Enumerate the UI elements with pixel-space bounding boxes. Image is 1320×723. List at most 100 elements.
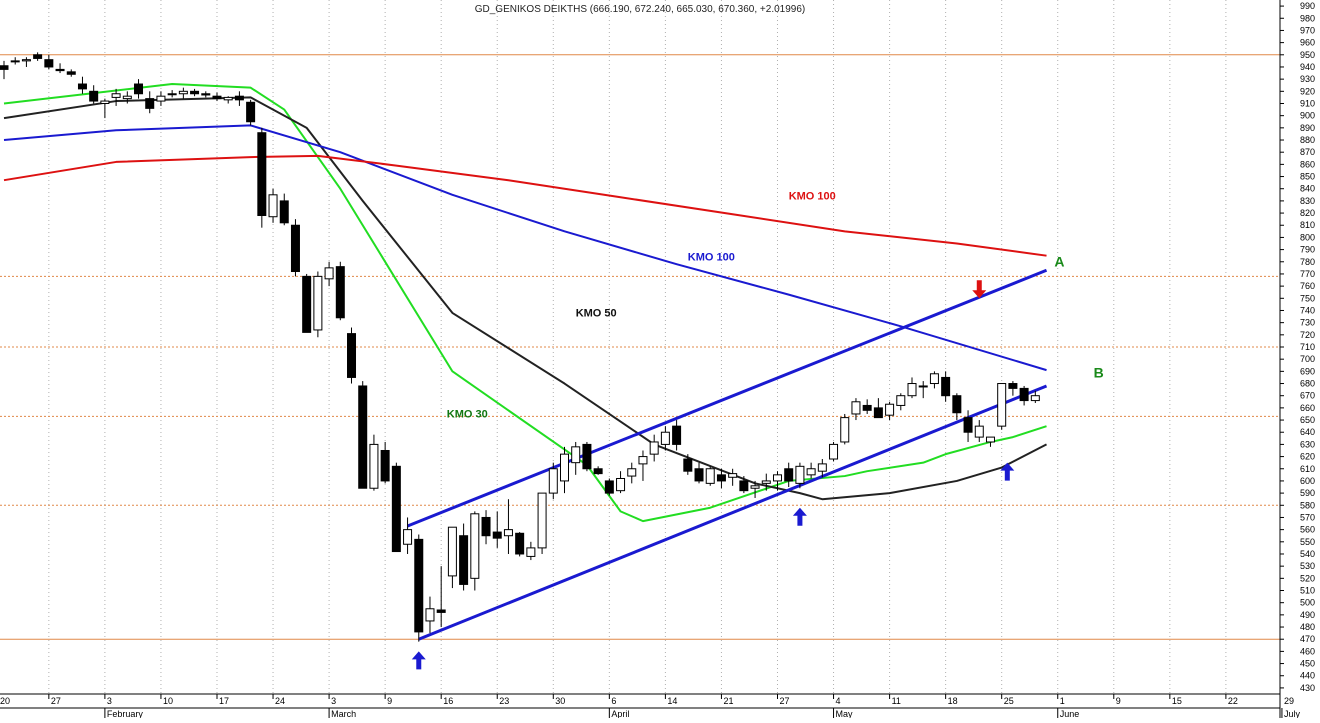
y-tick-label: 620: [1300, 452, 1315, 462]
candle-body: [862, 404, 872, 411]
candle-body: [55, 68, 65, 72]
y-tick-label: 600: [1300, 476, 1315, 486]
x-tick-label: 14: [667, 696, 677, 706]
candle: [403, 517, 413, 554]
candle-body: [257, 132, 267, 217]
candle-body: [167, 93, 177, 96]
y-tick-label: 830: [1300, 196, 1315, 206]
candle: [201, 91, 211, 98]
annotation-label: KMO 100: [789, 191, 836, 203]
series-line-kmo-30: [3, 83, 1047, 523]
candle: [974, 420, 984, 442]
candle: [391, 462, 401, 553]
candle-body: [795, 465, 805, 484]
candle: [0, 60, 9, 80]
candle-body: [313, 275, 323, 331]
candle: [929, 371, 939, 389]
x-tick-label: 20: [0, 696, 10, 706]
candle: [324, 261, 334, 287]
y-tick-label: 460: [1300, 646, 1315, 656]
candle: [896, 393, 906, 411]
candle: [77, 76, 87, 94]
candle: [111, 88, 121, 106]
y-tick-label: 500: [1300, 598, 1315, 608]
candle-body: [134, 83, 144, 95]
candle-body: [145, 98, 155, 109]
candle-body: [694, 468, 704, 482]
y-tick-label: 780: [1300, 257, 1315, 267]
candle-body: [974, 425, 984, 438]
chart-title: GD_GENIKOS DEIKTHS (666.190, 672.240, 66…: [475, 4, 806, 15]
y-tick-label: 550: [1300, 537, 1315, 547]
y-tick-label: 470: [1300, 634, 1315, 644]
candle: [122, 91, 132, 104]
candle: [380, 441, 390, 484]
candle: [997, 383, 1007, 430]
candle-body: [111, 93, 121, 98]
candle: [918, 381, 928, 399]
candle-body: [492, 531, 502, 539]
candle: [335, 261, 345, 321]
annotation-label: KMO 50: [576, 308, 617, 320]
candle: [414, 534, 424, 642]
candle-body: [515, 532, 525, 555]
candle: [1030, 390, 1040, 404]
candle-body: [582, 443, 592, 470]
candle-body: [10, 60, 20, 63]
month-label: March: [331, 709, 356, 718]
candle: [100, 98, 110, 119]
x-tick-label: 27: [51, 696, 61, 706]
candle: [481, 510, 491, 545]
candle: [728, 468, 738, 486]
candle: [369, 434, 379, 491]
x-tick-label: 1: [1060, 696, 1065, 706]
x-tick-label: 18: [948, 696, 958, 706]
y-tick-label: 660: [1300, 403, 1315, 413]
x-tick-label: 16: [443, 696, 453, 706]
candle: [963, 410, 973, 442]
candle: [290, 219, 300, 277]
candle: [627, 462, 637, 484]
candle: [750, 480, 760, 498]
y-tick-label: 670: [1300, 391, 1315, 401]
candle-body: [851, 401, 861, 415]
candle: [806, 462, 816, 479]
candle: [862, 399, 872, 414]
series-line-kmo-100: [3, 124, 1047, 372]
candle: [571, 441, 581, 475]
y-tick-label: 880: [1300, 135, 1315, 145]
y-tick-label: 860: [1300, 159, 1315, 169]
candle: [537, 492, 547, 554]
candle: [33, 52, 43, 61]
candle-body: [347, 333, 357, 378]
candle: [268, 188, 278, 223]
y-tick-label: 970: [1300, 25, 1315, 35]
y-tick-label: 540: [1300, 549, 1315, 559]
candle-body: [358, 385, 368, 489]
candle-body: [234, 95, 244, 101]
candle: [593, 466, 603, 475]
candle-body: [941, 376, 951, 397]
y-tick-label: 800: [1300, 232, 1315, 242]
candle: [761, 473, 771, 491]
candle-body: [907, 383, 917, 397]
candle-body: [436, 609, 446, 613]
candle-body: [571, 446, 581, 464]
candle-body: [369, 443, 379, 489]
candle: [795, 462, 805, 489]
y-tick-label: 790: [1300, 245, 1315, 255]
candle: [44, 54, 54, 70]
x-tick-label: 10: [163, 696, 173, 706]
arrow-up-icon: [792, 507, 807, 526]
candle-body: [1019, 387, 1029, 402]
y-tick-label: 690: [1300, 366, 1315, 376]
y-tick-label: 850: [1300, 172, 1315, 182]
candle: [772, 471, 782, 491]
candle-body: [190, 90, 200, 95]
candle-body: [896, 395, 906, 406]
candle-body: [391, 465, 401, 553]
candle-body: [616, 477, 626, 492]
candle: [873, 398, 883, 419]
candle: [358, 381, 368, 489]
